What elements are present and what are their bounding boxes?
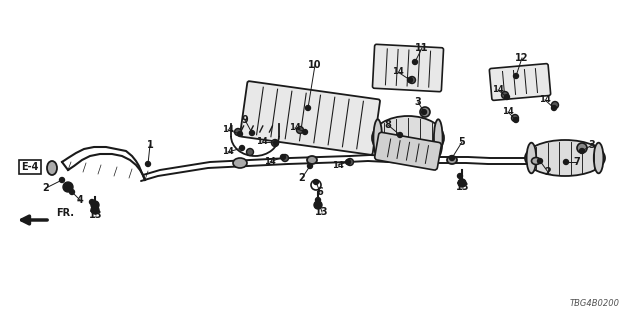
Text: 14: 14 xyxy=(222,125,234,134)
Ellipse shape xyxy=(525,140,605,176)
Text: 6: 6 xyxy=(317,187,323,197)
Ellipse shape xyxy=(552,101,559,108)
Circle shape xyxy=(346,159,351,164)
Circle shape xyxy=(316,197,321,203)
Text: 12: 12 xyxy=(515,53,529,63)
Ellipse shape xyxy=(246,148,253,156)
Circle shape xyxy=(70,189,74,195)
Circle shape xyxy=(422,109,426,115)
Ellipse shape xyxy=(296,126,303,133)
Ellipse shape xyxy=(434,119,443,157)
Ellipse shape xyxy=(307,156,317,164)
Circle shape xyxy=(458,179,466,187)
Circle shape xyxy=(552,106,557,110)
Ellipse shape xyxy=(372,116,444,160)
Circle shape xyxy=(408,77,413,83)
Circle shape xyxy=(538,158,543,164)
Text: 14: 14 xyxy=(502,108,514,116)
Ellipse shape xyxy=(502,92,509,99)
Text: TBG4B0200: TBG4B0200 xyxy=(570,299,620,308)
Text: 13: 13 xyxy=(456,182,470,192)
FancyBboxPatch shape xyxy=(490,64,550,100)
Text: 14: 14 xyxy=(539,95,551,105)
Text: 14: 14 xyxy=(392,68,404,76)
Text: E-4: E-4 xyxy=(21,162,38,172)
Circle shape xyxy=(91,201,99,209)
Ellipse shape xyxy=(233,158,247,168)
Text: 4: 4 xyxy=(77,195,83,205)
Text: 9: 9 xyxy=(242,115,248,125)
Circle shape xyxy=(239,146,244,150)
Circle shape xyxy=(91,206,99,214)
Circle shape xyxy=(458,173,463,179)
Circle shape xyxy=(63,182,73,192)
Ellipse shape xyxy=(374,119,382,157)
Text: 3: 3 xyxy=(415,97,421,107)
FancyBboxPatch shape xyxy=(374,132,442,170)
Ellipse shape xyxy=(282,155,289,162)
Text: 2: 2 xyxy=(43,183,49,193)
Text: 14: 14 xyxy=(264,157,276,166)
Circle shape xyxy=(303,130,307,134)
Ellipse shape xyxy=(447,156,457,164)
Circle shape xyxy=(579,148,584,154)
Text: 13: 13 xyxy=(316,207,329,217)
Circle shape xyxy=(563,159,568,164)
Circle shape xyxy=(307,164,312,169)
Text: 5: 5 xyxy=(459,137,465,147)
Text: 13: 13 xyxy=(89,210,103,220)
Text: 11: 11 xyxy=(415,43,429,53)
Circle shape xyxy=(513,117,518,123)
Text: 14: 14 xyxy=(332,161,344,170)
Text: 2: 2 xyxy=(299,173,305,183)
Ellipse shape xyxy=(420,107,430,117)
Text: 8: 8 xyxy=(385,120,392,130)
Text: 14: 14 xyxy=(222,148,234,156)
Ellipse shape xyxy=(531,157,541,164)
Circle shape xyxy=(305,106,310,110)
Ellipse shape xyxy=(527,143,536,173)
FancyBboxPatch shape xyxy=(372,44,444,92)
Text: 14: 14 xyxy=(256,138,268,147)
FancyBboxPatch shape xyxy=(240,81,380,155)
Text: FR.: FR. xyxy=(56,208,74,218)
Circle shape xyxy=(273,140,278,146)
Text: 14: 14 xyxy=(289,124,301,132)
Ellipse shape xyxy=(234,129,241,135)
Circle shape xyxy=(504,94,509,100)
Circle shape xyxy=(90,199,95,204)
Circle shape xyxy=(397,132,403,138)
Circle shape xyxy=(314,201,322,209)
Text: 14: 14 xyxy=(492,85,504,94)
Circle shape xyxy=(145,162,150,166)
Circle shape xyxy=(449,156,454,161)
Ellipse shape xyxy=(511,115,518,122)
Ellipse shape xyxy=(271,140,278,147)
Text: 3: 3 xyxy=(589,140,595,150)
Text: 7: 7 xyxy=(573,157,580,167)
Circle shape xyxy=(311,180,321,190)
Ellipse shape xyxy=(594,143,604,173)
Circle shape xyxy=(250,131,255,135)
Text: 10: 10 xyxy=(308,60,322,70)
Text: 2: 2 xyxy=(545,167,552,177)
Ellipse shape xyxy=(346,158,353,165)
Ellipse shape xyxy=(408,76,415,84)
Circle shape xyxy=(280,155,285,159)
Text: 1: 1 xyxy=(147,140,154,150)
Circle shape xyxy=(513,74,518,78)
Circle shape xyxy=(413,60,417,65)
Ellipse shape xyxy=(47,161,57,175)
Ellipse shape xyxy=(577,143,587,153)
Circle shape xyxy=(60,178,65,182)
Circle shape xyxy=(314,180,319,185)
Circle shape xyxy=(237,132,243,137)
